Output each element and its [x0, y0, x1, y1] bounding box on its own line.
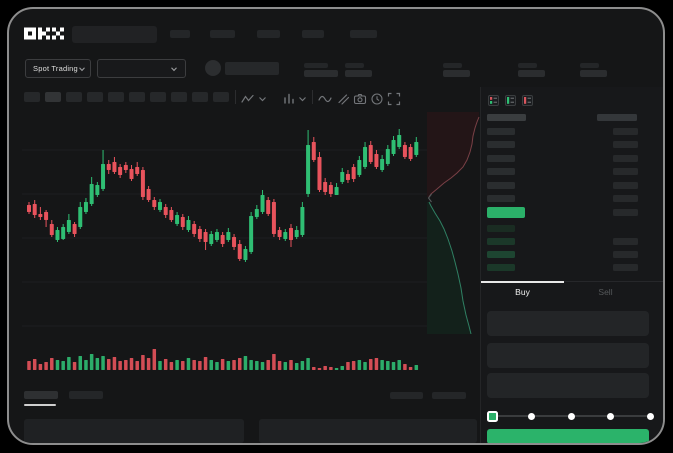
divider [235, 90, 236, 104]
bottom-panel-placeholder [259, 419, 477, 443]
market-type-label: Spot Trading [33, 64, 78, 73]
bottom-tab-placeholder[interactable] [24, 391, 58, 399]
tab-sell[interactable]: Sell [598, 287, 613, 297]
active-bottom-tab-indicator [24, 404, 56, 406]
coin-icon [205, 60, 221, 76]
amount-input-placeholder[interactable] [487, 343, 649, 368]
depth-chart[interactable] [427, 112, 480, 334]
book-header-placeholder [597, 114, 637, 121]
chevron-down-icon[interactable] [258, 92, 267, 106]
nav-item-placeholder[interactable] [210, 30, 235, 38]
price-input-placeholder[interactable] [487, 311, 649, 336]
chart-type-icon[interactable] [241, 92, 255, 106]
book-bids-icon[interactable] [505, 95, 516, 106]
slider-stop[interactable] [607, 413, 614, 420]
nav-item-placeholder[interactable] [302, 30, 324, 38]
buy-submit-button[interactable] [487, 429, 649, 443]
nav-item-placeholder[interactable] [257, 30, 280, 38]
tab-buy[interactable]: Buy [515, 287, 530, 297]
ask-row[interactable] [487, 168, 515, 176]
ask-amount[interactable] [613, 141, 638, 149]
search-input[interactable] [72, 26, 157, 43]
slider-handle[interactable] [487, 411, 498, 422]
clock-icon[interactable] [370, 92, 384, 106]
ask-row[interactable] [487, 154, 515, 162]
book-asks-icon[interactable] [522, 95, 533, 106]
bottom-action-placeholder[interactable] [432, 392, 466, 399]
total-input-placeholder[interactable] [487, 373, 649, 398]
slider-stop[interactable] [567, 413, 575, 420]
divider [312, 90, 313, 104]
okx-logo [24, 27, 64, 40]
chevron-down-icon [171, 66, 177, 71]
timeframe-button[interactable] [24, 92, 40, 102]
ask-amount[interactable] [613, 195, 638, 202]
timeframe-button[interactable] [108, 92, 124, 102]
book-all-icon[interactable] [488, 95, 499, 106]
chevron-down-icon [79, 66, 85, 71]
ask-amount[interactable] [613, 128, 638, 135]
bid-row[interactable] [487, 264, 515, 271]
last-price-amount[interactable] [613, 209, 638, 216]
bid-depth-area [427, 202, 471, 334]
order-book-panel: Buy Sell [480, 87, 663, 443]
timeframe-button[interactable] [171, 92, 187, 102]
indicators-icon[interactable] [282, 92, 296, 106]
active-tab-indicator [481, 281, 564, 283]
nav-item-placeholder[interactable] [170, 30, 190, 38]
timeframe-button[interactable] [150, 92, 166, 102]
compare-icon[interactable] [336, 92, 350, 106]
slider-stop[interactable] [646, 413, 654, 420]
ask-amount[interactable] [613, 154, 638, 162]
ask-row[interactable] [487, 141, 515, 149]
last-price-bar[interactable] [487, 207, 525, 218]
bottom-tab-placeholder[interactable] [69, 391, 103, 399]
ask-row[interactable] [487, 128, 515, 135]
volume-series [27, 349, 419, 370]
bid-row[interactable] [487, 225, 515, 232]
depth-collapse-icon[interactable] [427, 192, 433, 204]
timeframe-button[interactable] [87, 92, 103, 102]
timeframe-button[interactable] [45, 92, 61, 102]
bid-row[interactable] [487, 238, 515, 245]
timeframe-button[interactable] [129, 92, 145, 102]
ask-row[interactable] [487, 181, 515, 189]
bid-amount[interactable] [613, 251, 638, 258]
chevron-down-icon[interactable] [298, 92, 307, 106]
book-header-placeholder [487, 114, 526, 121]
line-icon[interactable] [318, 92, 332, 106]
bid-row[interactable] [487, 251, 515, 258]
ask-row[interactable] [487, 195, 515, 202]
ask-amount[interactable] [613, 168, 638, 176]
candlestick-chart[interactable] [22, 112, 427, 377]
bottom-action-placeholder[interactable] [390, 392, 423, 399]
ask-depth-area [427, 112, 479, 197]
timeframe-button[interactable] [213, 92, 229, 102]
trade-tabs: Buy Sell [481, 281, 663, 304]
last-price-placeholder [225, 62, 279, 75]
bottom-panel-placeholder [24, 419, 244, 443]
camera-icon[interactable] [353, 92, 367, 106]
nav-item-placeholder[interactable] [350, 30, 377, 38]
app-window: Spot Trading [7, 7, 665, 445]
market-type-selector[interactable]: Spot Trading [25, 59, 91, 78]
pair-selector[interactable] [97, 59, 186, 78]
candlestick-series [27, 129, 419, 262]
slider-stop[interactable] [528, 413, 535, 420]
ask-amount[interactable] [613, 181, 638, 189]
timeframe-button[interactable] [66, 92, 82, 102]
bid-amount[interactable] [613, 238, 638, 245]
bid-amount[interactable] [613, 264, 638, 271]
fullscreen-icon[interactable] [387, 92, 401, 106]
timeframe-button[interactable] [192, 92, 208, 102]
